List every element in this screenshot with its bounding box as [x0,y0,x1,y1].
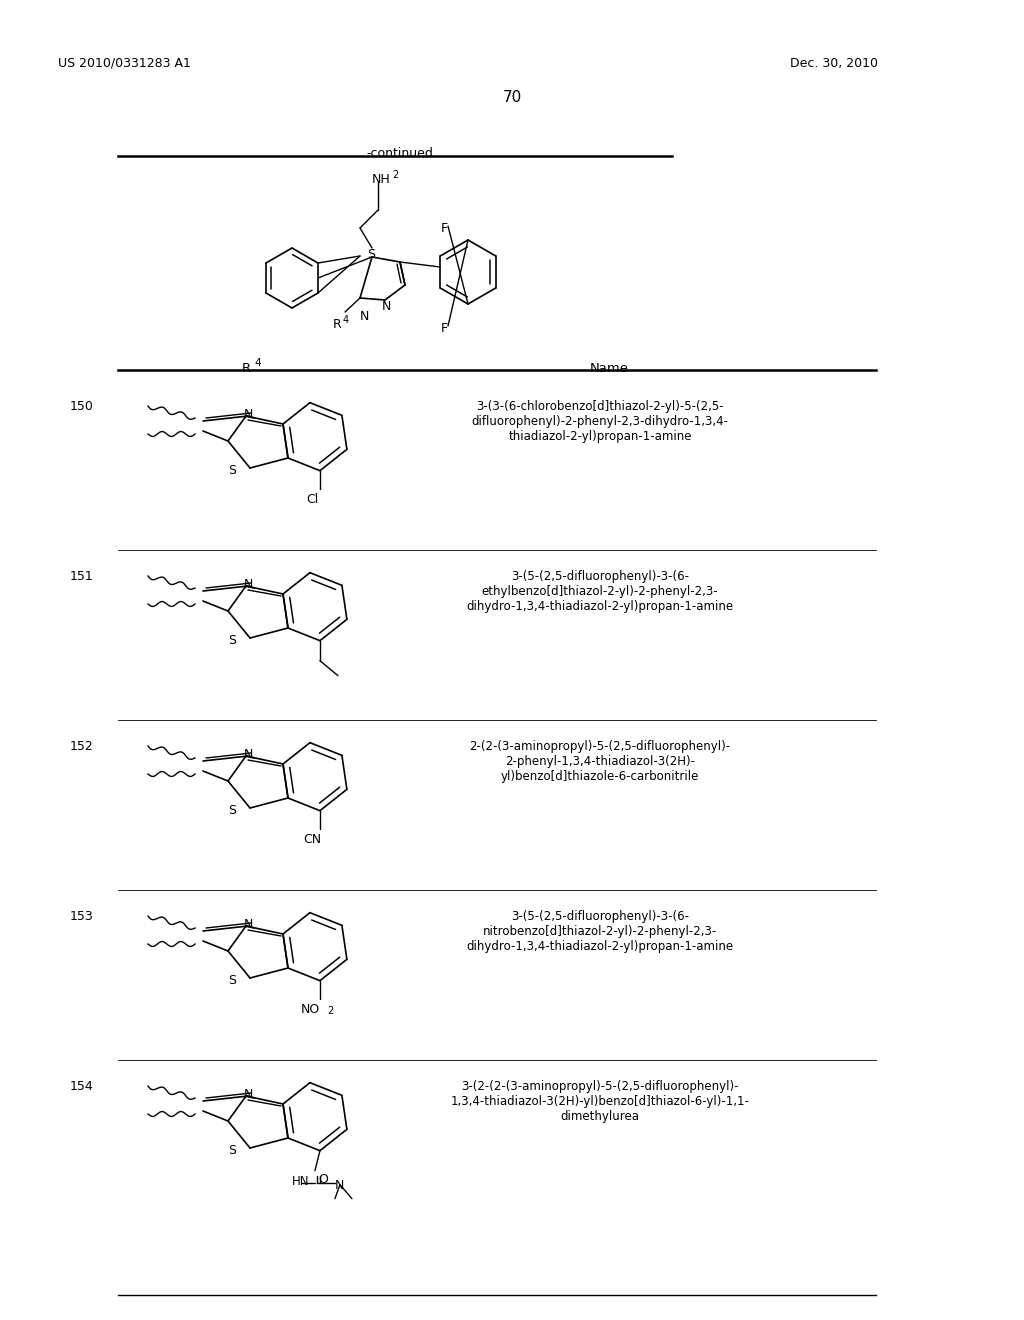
Text: N: N [335,1179,344,1192]
Text: 4: 4 [254,358,261,368]
Text: CN: CN [303,833,321,846]
Text: R: R [242,362,251,375]
Text: S: S [367,248,375,261]
Text: 2-phenyl-1,3,4-thiadiazol-3(2H)-: 2-phenyl-1,3,4-thiadiazol-3(2H)- [505,755,695,768]
Text: N: N [244,917,253,931]
Text: Cl: Cl [306,492,318,506]
Text: thiadiazol-2-yl)propan-1-amine: thiadiazol-2-yl)propan-1-amine [508,430,692,444]
Text: nitrobenzo[d]thiazol-2-yl)-2-phenyl-2,3-: nitrobenzo[d]thiazol-2-yl)-2-phenyl-2,3- [483,925,717,939]
Text: N: N [382,300,391,313]
Text: S: S [228,1144,236,1158]
Text: S: S [228,465,236,477]
Text: -continued: -continued [367,147,433,160]
Text: N: N [244,1088,253,1101]
Text: 151: 151 [70,570,94,583]
Text: 2-(2-(3-aminopropyl)-5-(2,5-difluorophenyl)-: 2-(2-(3-aminopropyl)-5-(2,5-difluorophen… [469,741,730,752]
Text: 2: 2 [392,170,398,180]
Text: 4: 4 [343,315,349,325]
Text: N: N [244,578,253,591]
Text: 1,3,4-thiadiazol-3(2H)-yl)benzo[d]thiazol-6-yl)-1,1-: 1,3,4-thiadiazol-3(2H)-yl)benzo[d]thiazo… [451,1096,750,1107]
Text: NO: NO [300,1003,319,1015]
Text: HN: HN [292,1175,309,1188]
Text: S: S [228,804,236,817]
Text: 3-(5-(2,5-difluorophenyl)-3-(6-: 3-(5-(2,5-difluorophenyl)-3-(6- [511,570,689,583]
Text: N: N [244,748,253,762]
Text: dimethylurea: dimethylurea [560,1110,640,1123]
Text: 2: 2 [327,1006,333,1015]
Text: O: O [317,1172,328,1185]
Text: dihydro-1,3,4-thiadiazol-2-yl)propan-1-amine: dihydro-1,3,4-thiadiazol-2-yl)propan-1-a… [467,601,733,612]
Text: ethylbenzo[d]thiazol-2-yl)-2-phenyl-2,3-: ethylbenzo[d]thiazol-2-yl)-2-phenyl-2,3- [481,585,718,598]
Text: Name: Name [590,362,629,375]
Text: 70: 70 [503,90,521,106]
Text: S: S [228,634,236,647]
Text: 153: 153 [70,909,94,923]
Text: 3-(3-(6-chlorobenzo[d]thiazol-2-yl)-5-(2,5-: 3-(3-(6-chlorobenzo[d]thiazol-2-yl)-5-(2… [476,400,724,413]
Text: yl)benzo[d]thiazole-6-carbonitrile: yl)benzo[d]thiazole-6-carbonitrile [501,770,699,783]
Text: US 2010/0331283 A1: US 2010/0331283 A1 [58,57,190,70]
Text: 152: 152 [70,741,94,752]
Text: 150: 150 [70,400,94,413]
Text: N: N [360,310,370,323]
Text: N: N [244,408,253,421]
Text: 3-(5-(2,5-difluorophenyl)-3-(6-: 3-(5-(2,5-difluorophenyl)-3-(6- [511,909,689,923]
Text: 3-(2-(2-(3-aminopropyl)-5-(2,5-difluorophenyl)-: 3-(2-(2-(3-aminopropyl)-5-(2,5-difluorop… [461,1080,738,1093]
Text: R: R [333,318,342,331]
Text: difluorophenyl)-2-phenyl-2,3-dihydro-1,3,4-: difluorophenyl)-2-phenyl-2,3-dihydro-1,3… [471,414,728,428]
Text: Dec. 30, 2010: Dec. 30, 2010 [790,57,878,70]
Text: F: F [441,322,449,335]
Text: NH: NH [372,173,391,186]
Text: dihydro-1,3,4-thiadiazol-2-yl)propan-1-amine: dihydro-1,3,4-thiadiazol-2-yl)propan-1-a… [467,940,733,953]
Text: 154: 154 [70,1080,94,1093]
Text: F: F [441,222,449,235]
Text: S: S [228,974,236,987]
